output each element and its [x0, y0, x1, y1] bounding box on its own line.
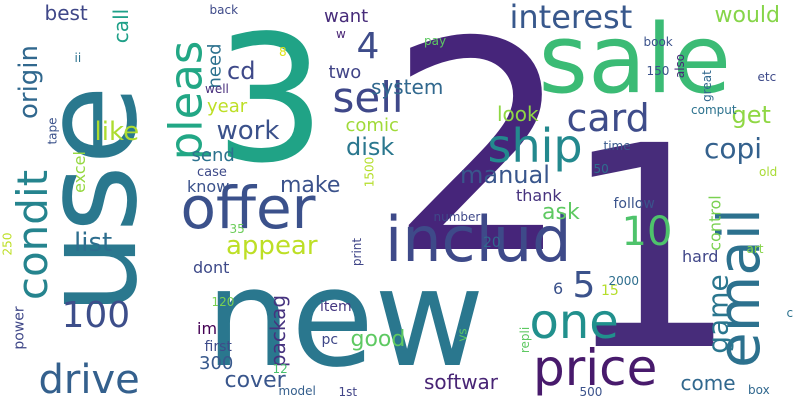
- cloud-word-pay: pay: [424, 34, 447, 48]
- cloud-word-item: item: [320, 299, 352, 315]
- cloud-word-ship: ship: [487, 119, 583, 173]
- cloud-word-print: print: [350, 237, 365, 267]
- cloud-word-50: 50: [593, 162, 609, 176]
- cloud-word-number: number: [433, 210, 481, 224]
- cloud-word-know: know: [187, 177, 230, 196]
- cloud-word-vs: vs: [455, 328, 470, 342]
- cloud-word-35: 35: [229, 222, 245, 236]
- cloud-word-thank: thank: [516, 186, 562, 205]
- cloud-word-etc: etc: [757, 70, 777, 84]
- cloud-word-copi: copi: [704, 132, 763, 165]
- cloud-word-box: box: [748, 383, 770, 397]
- cloud-word-includ: includ: [385, 203, 572, 276]
- cloud-word-send: send: [191, 145, 235, 166]
- cloud-word-dont: dont: [193, 258, 230, 277]
- cloud-word-call: call: [109, 8, 134, 44]
- cloud-word-ii: ii: [74, 51, 82, 65]
- cloud-word-system: system: [371, 75, 444, 99]
- cloud-word-500: 500: [579, 385, 603, 399]
- cloud-word-power: power: [11, 306, 28, 350]
- cloud-word-well: well: [205, 82, 229, 96]
- cloud-word-case: case: [197, 164, 227, 180]
- cloud-word-card: card: [566, 96, 650, 140]
- cloud-word-come: come: [680, 371, 736, 395]
- cloud-word-would: would: [714, 3, 780, 28]
- cloud-word-first: first: [204, 339, 232, 355]
- cloud-word-new: new: [205, 239, 485, 397]
- cloud-word-art: art: [746, 242, 764, 256]
- cloud-word-comput: comput: [691, 103, 737, 117]
- cloud-word-15: 15: [601, 283, 619, 299]
- cloud-word-1500: 1500: [361, 156, 376, 188]
- cloud-word-100: 100: [61, 295, 131, 336]
- cloud-word-price: price: [533, 339, 658, 397]
- cloud-word-im: im: [197, 319, 218, 338]
- cloud-word-120: 120: [211, 295, 235, 309]
- cloud-word-drive: drive: [38, 357, 140, 400]
- cloud-word-ask: ask: [542, 200, 580, 225]
- cloud-word-8: 8: [279, 45, 287, 59]
- cloud-word-150: 150: [646, 64, 670, 78]
- cloud-word-good: good: [350, 327, 406, 352]
- cloud-word-12: 12: [272, 362, 288, 376]
- cloud-word-20: 20: [483, 235, 501, 251]
- cloud-word-w: w: [336, 27, 346, 41]
- cloud-word-softwar: softwar: [424, 370, 499, 394]
- cloud-word-comic: comic: [345, 115, 399, 136]
- cloud-word-sell: sell: [332, 73, 404, 122]
- cloud-word-old: old: [759, 165, 778, 179]
- cloud-word-2: 2: [387, 0, 573, 318]
- cloud-word-cover: cover: [224, 368, 286, 393]
- cloud-word-10: 10: [621, 209, 673, 255]
- cloud-word-one: one: [529, 294, 619, 350]
- cloud-word-3: 3: [214, 0, 326, 202]
- cloud-word-manual: manual: [460, 161, 550, 189]
- cloud-word-300: 300: [199, 353, 234, 374]
- cloud-word-packag: packag: [266, 294, 291, 368]
- cloud-word-250: 250: [0, 232, 14, 256]
- cloud-word-list: list: [74, 228, 113, 258]
- cloud-word-interest: interest: [509, 0, 633, 36]
- cloud-word-sale: sale: [538, 4, 732, 115]
- cloud-word-like: like: [94, 117, 140, 147]
- cloud-word-two: two: [328, 62, 362, 83]
- cloud-word-time: time: [603, 139, 631, 153]
- cloud-word-back: back: [209, 3, 239, 17]
- cloud-word-model: model: [278, 384, 316, 398]
- cloud-word-also: also: [673, 53, 688, 79]
- cloud-word-5: 5: [572, 265, 596, 306]
- cloud-word-hard: hard: [682, 247, 719, 266]
- cloud-word-1: 1: [561, 87, 740, 400]
- cloud-word-origin: origin: [14, 44, 45, 120]
- cloud-word-follow: follow: [613, 196, 655, 212]
- cloud-word-repli: repli: [518, 326, 533, 354]
- cloud-word-get: get: [731, 101, 771, 129]
- cloud-word-game: game: [701, 274, 735, 354]
- cloud-word-best: best: [44, 1, 88, 25]
- cloud-word-look: look: [497, 102, 539, 126]
- cloud-word-appear: appear: [226, 231, 318, 261]
- cloud-word-4: 4: [356, 26, 380, 67]
- cloud-word-pleas: pleas: [159, 40, 213, 160]
- cloud-word-year: year: [207, 96, 248, 117]
- cloud-word-cd: cd: [227, 57, 256, 85]
- cloud-word-2000: 2000: [608, 274, 640, 288]
- cloud-word-offer: offer: [180, 174, 316, 242]
- cloud-word-make: make: [280, 173, 341, 198]
- cloud-word-excel: excel: [69, 151, 89, 193]
- cloud-word-want: want: [324, 6, 369, 27]
- cloud-word-pc: pc: [321, 332, 339, 348]
- cloud-word-1st: 1st: [338, 385, 358, 399]
- cloud-word-control: control: [705, 195, 725, 251]
- cloud-word-tape: tape: [45, 117, 60, 145]
- cloud-word-condit: condit: [8, 169, 58, 301]
- cloud-word-6: 6: [553, 279, 564, 298]
- cloud-word-c: c: [786, 306, 794, 320]
- cloud-word-book: book: [643, 35, 673, 49]
- cloud-word-great: great: [699, 70, 714, 102]
- cloud-word-work: work: [216, 116, 280, 146]
- cloud-word-disk: disk: [346, 133, 395, 161]
